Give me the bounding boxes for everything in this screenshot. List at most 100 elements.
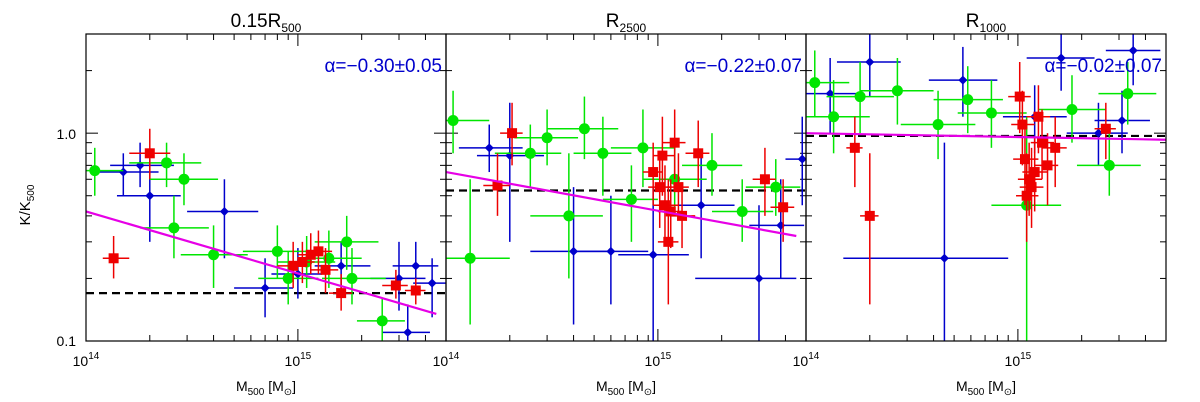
data-point: [654, 182, 665, 193]
data-point: [637, 142, 649, 154]
data-point: [606, 246, 616, 256]
data-point: [1026, 182, 1037, 193]
x-tick-label: 1015: [645, 351, 672, 369]
x-tick-label-base: 10: [73, 353, 89, 369]
data-point: [1128, 45, 1138, 55]
data-point: [693, 148, 704, 159]
x-tick-label-base: 10: [645, 353, 661, 369]
data-point: [1021, 190, 1032, 201]
data-point: [492, 180, 503, 191]
x-tick-label-exp: 14: [808, 351, 820, 362]
data-point: [1117, 116, 1127, 126]
data-point: [305, 249, 316, 260]
data-point: [541, 132, 553, 144]
data-point: [313, 246, 324, 257]
data-point: [1066, 103, 1078, 115]
series-red: [846, 61, 1116, 305]
data-point: [219, 206, 229, 216]
data-point: [673, 182, 684, 193]
panel-title-sub: 2500: [620, 21, 647, 35]
data-point: [390, 280, 401, 291]
data-point: [341, 236, 353, 248]
panel-title-sub: 1000: [980, 21, 1007, 35]
x-tick-label-exp: 15: [660, 351, 672, 362]
x-axis-label-sub: 500: [248, 387, 265, 398]
plot-area: [806, 34, 1166, 341]
series-blue: [806, 34, 1161, 341]
x-tick-label-base: 10: [1005, 353, 1021, 369]
data-point: [659, 200, 670, 211]
data-point: [1024, 174, 1035, 185]
x-tick-label-exp: 14: [88, 351, 100, 362]
data-point: [320, 264, 331, 275]
panel-title: R1000: [966, 11, 1007, 35]
y-axis-label-sub: 500: [26, 184, 37, 201]
alpha-label: α=−0.02±0.07: [1044, 56, 1162, 77]
panel-title-main: R: [606, 11, 620, 32]
x-axis-label-end: ]: [1012, 378, 1016, 394]
data-point: [410, 285, 421, 296]
data-point: [1050, 142, 1061, 153]
data-point: [759, 174, 770, 185]
data-point: [665, 206, 676, 217]
series-green: [806, 50, 1157, 341]
x-tick-label: 1014: [793, 351, 820, 369]
panel-title-main: R: [966, 11, 980, 32]
data-point: [1017, 119, 1028, 130]
x-axis-label-unit: [M: [984, 378, 1003, 394]
data-point: [282, 272, 294, 284]
data-point: [524, 147, 536, 159]
data-point: [669, 137, 680, 148]
data-point: [648, 250, 658, 260]
data-point: [648, 167, 659, 178]
data-point: [178, 173, 190, 185]
data-point: [1014, 91, 1025, 102]
x-tick-label: 1014: [433, 351, 460, 369]
x-axis-label-sun: ⊙: [644, 387, 652, 398]
data-point: [161, 157, 173, 169]
data-point: [288, 260, 299, 271]
x-tick-label-exp: 15: [1020, 351, 1032, 362]
data-point: [776, 220, 786, 230]
data-point: [507, 128, 518, 139]
data-point: [1019, 154, 1030, 165]
data-point: [985, 107, 997, 119]
data-point: [108, 253, 119, 264]
data-point: [484, 143, 494, 153]
data-point: [1042, 160, 1053, 171]
data-point: [297, 256, 308, 267]
data-point: [168, 222, 180, 234]
panel-frame: [805, 33, 1167, 342]
data-point: [939, 253, 949, 263]
data-point: [1093, 128, 1103, 138]
x-tick-label: 1015: [1005, 351, 1032, 369]
y-tick-label-0.1: 0.1: [57, 333, 77, 349]
x-axis-label-sub: 500: [968, 387, 985, 398]
x-tick-label: 1014: [73, 351, 100, 369]
series-blue: [458, 102, 806, 341]
data-point: [770, 181, 782, 193]
plot-area: [86, 128, 446, 341]
data-point: [427, 278, 437, 288]
panel-title-sub: 500: [281, 21, 301, 35]
data-point: [706, 159, 718, 171]
data-point: [854, 91, 866, 103]
x-axis-label: M500 [M⊙]: [596, 378, 656, 398]
panel-frame: [85, 33, 447, 342]
x-axis-label-main: M: [596, 378, 608, 394]
panel-title: R2500: [606, 11, 647, 35]
data-point: [271, 245, 283, 257]
data-point: [118, 167, 128, 177]
x-axis-label-end: ]: [652, 378, 656, 394]
data-point: [696, 200, 706, 210]
data-point: [411, 261, 421, 271]
data-point: [1103, 159, 1115, 171]
fit-line: [86, 210, 437, 315]
data-point: [864, 210, 875, 221]
data-point: [578, 123, 590, 135]
x-axis-label: M500 [M⊙]: [956, 378, 1016, 398]
data-point: [597, 147, 609, 159]
x-tick-label-base: 10: [285, 353, 301, 369]
